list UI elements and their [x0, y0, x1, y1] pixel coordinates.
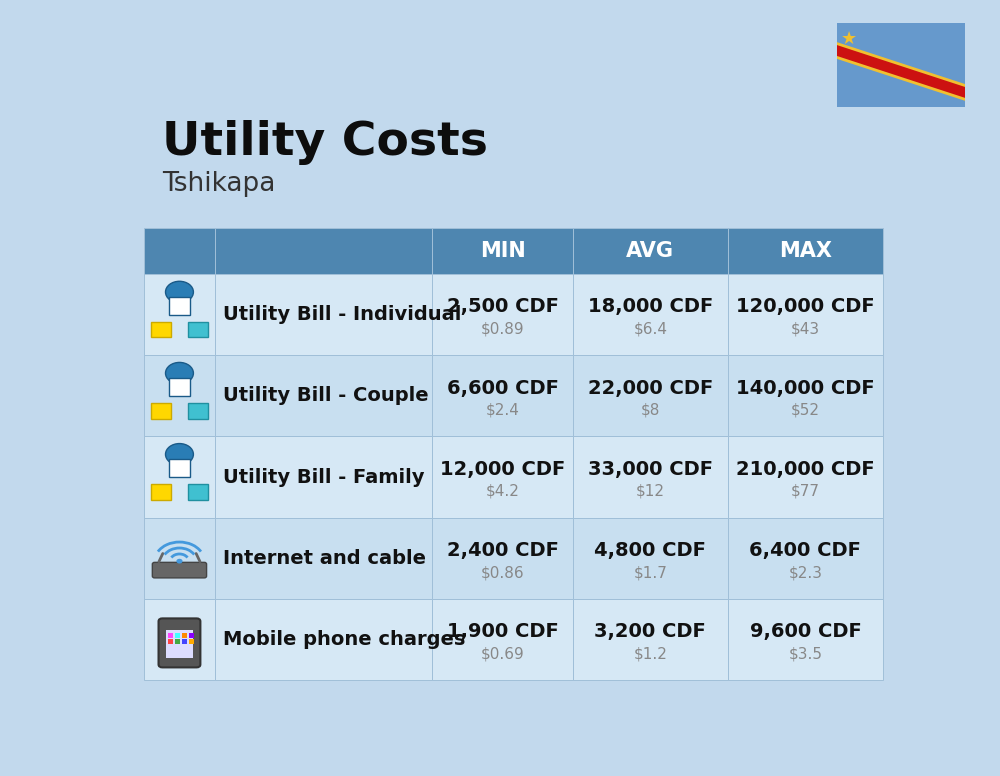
Text: 140,000 CDF: 140,000 CDF — [736, 379, 875, 397]
Text: AVG: AVG — [626, 241, 674, 261]
Text: 33,000 CDF: 33,000 CDF — [588, 459, 713, 479]
FancyBboxPatch shape — [144, 436, 215, 518]
Text: 22,000 CDF: 22,000 CDF — [588, 379, 713, 397]
Text: $2.3: $2.3 — [788, 565, 822, 580]
Text: Utility Bill - Family: Utility Bill - Family — [223, 467, 425, 487]
Text: 2,500 CDF: 2,500 CDF — [447, 297, 559, 317]
FancyBboxPatch shape — [169, 378, 190, 396]
FancyBboxPatch shape — [189, 639, 194, 644]
Circle shape — [176, 559, 183, 563]
Text: Utility Bill - Couple: Utility Bill - Couple — [223, 386, 429, 405]
FancyBboxPatch shape — [169, 296, 190, 315]
Text: Utility Costs: Utility Costs — [162, 120, 488, 165]
Text: 12,000 CDF: 12,000 CDF — [440, 459, 565, 479]
Text: $2.4: $2.4 — [486, 403, 520, 417]
FancyBboxPatch shape — [152, 563, 207, 578]
Text: 18,000 CDF: 18,000 CDF — [588, 297, 713, 317]
Text: MAX: MAX — [779, 241, 832, 261]
FancyBboxPatch shape — [728, 518, 883, 599]
Circle shape — [166, 281, 193, 303]
FancyBboxPatch shape — [215, 599, 432, 680]
FancyBboxPatch shape — [215, 518, 432, 599]
FancyBboxPatch shape — [144, 227, 215, 274]
Circle shape — [166, 444, 193, 465]
Text: 6,600 CDF: 6,600 CDF — [447, 379, 559, 397]
FancyBboxPatch shape — [189, 632, 194, 638]
Text: 3,200 CDF: 3,200 CDF — [594, 622, 706, 641]
FancyBboxPatch shape — [215, 355, 432, 436]
FancyBboxPatch shape — [432, 227, 573, 274]
FancyBboxPatch shape — [573, 436, 728, 518]
Text: $43: $43 — [791, 321, 820, 337]
Text: 210,000 CDF: 210,000 CDF — [736, 459, 875, 479]
Text: Tshikapa: Tshikapa — [162, 171, 276, 197]
FancyBboxPatch shape — [573, 355, 728, 436]
Text: 6,400 CDF: 6,400 CDF — [749, 541, 861, 560]
FancyBboxPatch shape — [573, 599, 728, 680]
FancyBboxPatch shape — [573, 274, 728, 355]
FancyBboxPatch shape — [573, 518, 728, 599]
FancyBboxPatch shape — [728, 355, 883, 436]
FancyBboxPatch shape — [144, 274, 215, 355]
Text: $1.2: $1.2 — [633, 646, 667, 661]
Text: 4,800 CDF: 4,800 CDF — [594, 541, 706, 560]
Text: $0.86: $0.86 — [481, 565, 524, 580]
FancyBboxPatch shape — [432, 436, 573, 518]
Text: MIN: MIN — [480, 241, 525, 261]
FancyBboxPatch shape — [144, 518, 215, 599]
Text: Internet and cable: Internet and cable — [223, 549, 426, 568]
Text: 9,600 CDF: 9,600 CDF — [750, 622, 861, 641]
FancyBboxPatch shape — [432, 518, 573, 599]
Text: ★: ★ — [841, 30, 857, 48]
FancyBboxPatch shape — [169, 459, 190, 477]
Text: 2,400 CDF: 2,400 CDF — [447, 541, 559, 560]
Text: $52: $52 — [791, 403, 820, 417]
FancyBboxPatch shape — [215, 436, 432, 518]
FancyBboxPatch shape — [144, 355, 215, 436]
FancyBboxPatch shape — [144, 599, 215, 680]
Text: $6.4: $6.4 — [633, 321, 667, 337]
FancyBboxPatch shape — [159, 618, 200, 667]
FancyBboxPatch shape — [168, 639, 173, 644]
Text: $3.5: $3.5 — [788, 646, 822, 661]
FancyBboxPatch shape — [432, 599, 573, 680]
Text: Utility Bill - Individual: Utility Bill - Individual — [223, 305, 462, 324]
Text: $8: $8 — [641, 403, 660, 417]
Text: $12: $12 — [636, 484, 665, 499]
Text: $1.7: $1.7 — [633, 565, 667, 580]
FancyBboxPatch shape — [728, 227, 883, 274]
FancyBboxPatch shape — [728, 599, 883, 680]
FancyBboxPatch shape — [188, 403, 208, 418]
FancyBboxPatch shape — [182, 639, 187, 644]
Text: 120,000 CDF: 120,000 CDF — [736, 297, 875, 317]
Text: $0.89: $0.89 — [481, 321, 524, 337]
FancyBboxPatch shape — [188, 484, 208, 500]
Circle shape — [166, 362, 193, 384]
FancyBboxPatch shape — [182, 632, 187, 638]
FancyBboxPatch shape — [175, 632, 180, 638]
Text: 1,900 CDF: 1,900 CDF — [447, 622, 558, 641]
FancyBboxPatch shape — [168, 632, 173, 638]
Text: $77: $77 — [791, 484, 820, 499]
FancyBboxPatch shape — [151, 484, 171, 500]
FancyBboxPatch shape — [573, 227, 728, 274]
FancyBboxPatch shape — [175, 639, 180, 644]
FancyBboxPatch shape — [432, 355, 573, 436]
Polygon shape — [837, 42, 965, 101]
FancyBboxPatch shape — [166, 630, 193, 658]
FancyBboxPatch shape — [151, 322, 171, 338]
Text: Mobile phone charges: Mobile phone charges — [223, 630, 466, 649]
FancyBboxPatch shape — [215, 227, 432, 274]
FancyBboxPatch shape — [215, 274, 432, 355]
FancyBboxPatch shape — [188, 322, 208, 338]
FancyBboxPatch shape — [728, 274, 883, 355]
Text: $4.2: $4.2 — [486, 484, 520, 499]
Text: $0.69: $0.69 — [481, 646, 524, 661]
FancyBboxPatch shape — [151, 403, 171, 418]
FancyBboxPatch shape — [432, 274, 573, 355]
FancyBboxPatch shape — [728, 436, 883, 518]
Polygon shape — [837, 45, 965, 98]
